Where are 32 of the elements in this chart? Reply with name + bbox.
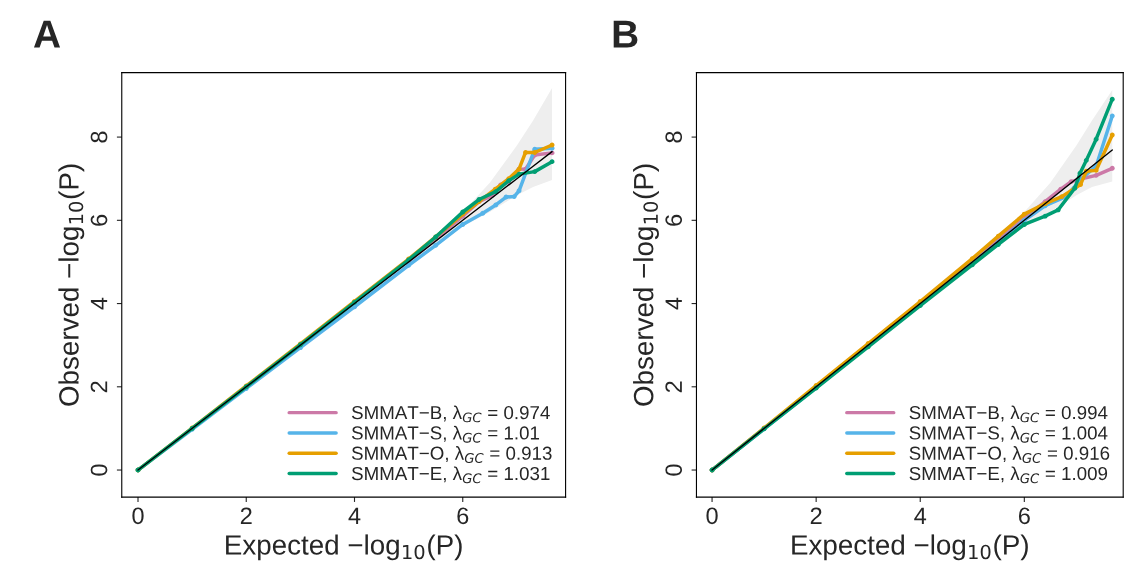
legend-label: SMMAT−E, λ$_{GC}$ = 1.009: [909, 466, 1108, 484]
y-tick-label: 0: [665, 464, 683, 476]
y-tick-label: 8: [665, 131, 683, 143]
y-tick-label: 0: [90, 464, 108, 476]
x-tick-label: 2: [240, 507, 252, 524]
legend-label: SMMAT−E, λ$_{GC}$ = 1.031: [351, 466, 550, 484]
legend-label: SMMAT−S, λ$_{GC}$ = 1.004: [909, 425, 1108, 443]
text: B: [613, 20, 638, 48]
legend-label: SMMAT−B, λ$_{GC}$ = 0.974: [351, 405, 550, 423]
x-tick-label: 6: [1018, 507, 1030, 525]
x-tick-label: 4: [914, 507, 927, 524]
y-axis-title: Observed −log$_{10}$(P): [633, 164, 659, 406]
x-tick-label: 6: [457, 507, 469, 525]
y-tick-label: 2: [665, 381, 682, 393]
x-tick-label: 2: [810, 507, 822, 524]
x-tick-label: 0: [706, 507, 718, 525]
legend-label: SMMAT−B, λ$_{GC}$ = 0.994: [909, 405, 1108, 423]
y-axis-title: Observed −log$_{10}$(P): [58, 164, 85, 406]
x-tick-label: 4: [348, 507, 361, 524]
y-tick-label: 4: [90, 297, 108, 310]
y-tick-label: 8: [90, 131, 108, 143]
x-tick-label: 0: [132, 507, 144, 525]
y-tick-label: 4: [665, 297, 682, 310]
y-tick-label: 6: [665, 214, 683, 226]
legend-label: SMMAT−S, λ$_{GC}$ = 1.01: [351, 425, 540, 443]
legend-label: SMMAT−O, λ$_{GC}$ = 0.916: [909, 446, 1110, 463]
legend-label: SMMAT−O, λ$_{GC}$ = 0.913: [351, 446, 552, 463]
y-tick-label: 2: [90, 381, 108, 393]
x-axis-title: Expected −log$_{10}$(P): [226, 534, 462, 561]
x-axis-title: Expected −log$_{10}$(P): [792, 534, 1028, 561]
text: A: [33, 20, 61, 48]
y-tick-label: 6: [90, 214, 108, 226]
